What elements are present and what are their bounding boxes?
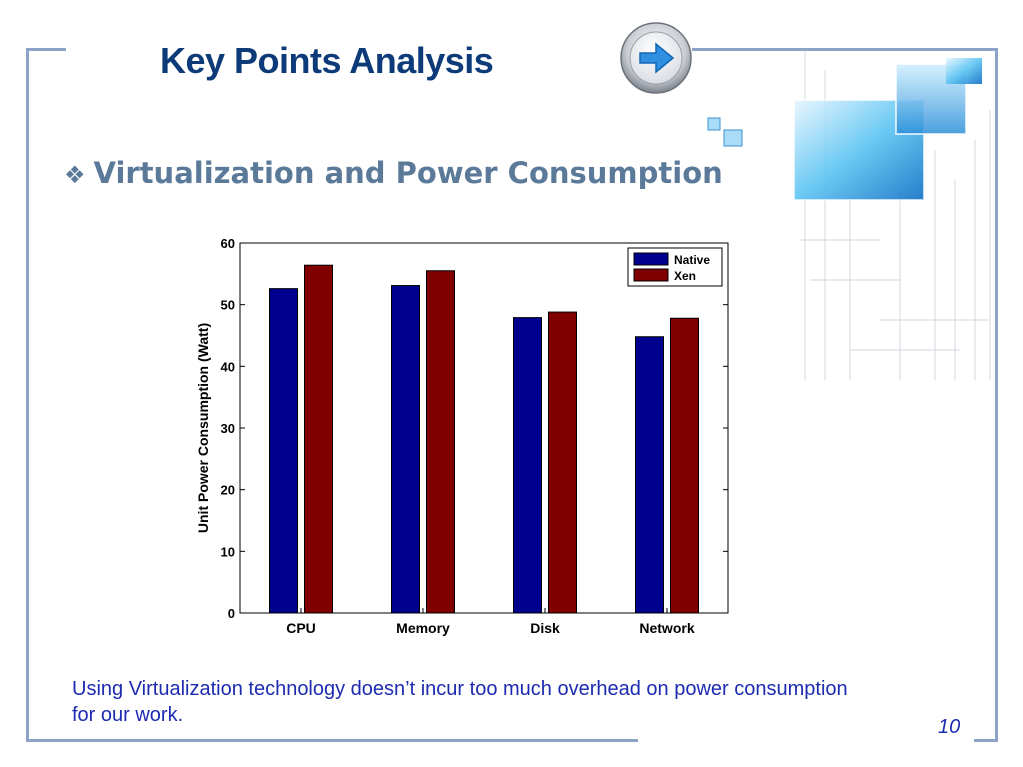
legend-swatch-native: [633, 252, 669, 266]
page-number: 10: [938, 716, 961, 738]
y-tick-label: 40: [221, 359, 235, 374]
y-tick-label: 20: [221, 483, 235, 498]
x-tick-label: Disk: [530, 620, 560, 636]
legend-label-xen: Xen: [674, 269, 696, 283]
power-consumption-chart: 0 10 20 30 40 50 60 CPU Memory Disk Network Unit Po…: [195, 236, 729, 636]
x-tick-label: Memory: [396, 620, 450, 636]
page-title: Key Points Analysis: [160, 40, 494, 81]
caption-text: Using Virtualization technology doesn’t …: [72, 678, 848, 726]
bar-native-cpu: [269, 288, 298, 614]
arrow-right-icon[interactable]: [618, 20, 694, 96]
bar-xen-memory: [426, 270, 455, 614]
section-heading: ❖ Virtualization and Power Consumption: [64, 156, 723, 190]
bar-native-memory: [391, 285, 420, 614]
bar-native-network: [635, 336, 664, 614]
glass-cubes-decoration: [707, 50, 991, 380]
bar-xen-disk: [548, 311, 577, 614]
legend-swatch-xen: [633, 268, 669, 282]
bar-xen-network: [670, 317, 699, 614]
y-axis-label: Unit Power Consumption (Watt): [195, 323, 211, 533]
legend-label-native: Native: [674, 253, 710, 267]
y-tick-label: 60: [221, 236, 235, 251]
bar-xen-cpu: [304, 264, 333, 614]
x-tick-label: Network: [639, 620, 694, 636]
frame-left: [26, 48, 29, 742]
diamond-bullet-icon: ❖: [64, 161, 86, 189]
y-tick-label: 30: [221, 421, 235, 436]
frame-top-left: [26, 48, 66, 51]
section-heading-text: Virtualization and Power Consumption: [93, 156, 723, 190]
frame-bottom-left: [26, 739, 638, 742]
frame-right: [995, 48, 998, 742]
y-tick-label: 50: [221, 298, 235, 313]
frame-bottom-right: [974, 739, 998, 742]
x-tick-label: CPU: [286, 620, 316, 636]
frame-top-right: [692, 48, 998, 51]
y-tick-label: 0: [228, 606, 235, 621]
bar-native-disk: [513, 317, 542, 614]
y-tick-label: 10: [221, 544, 235, 559]
